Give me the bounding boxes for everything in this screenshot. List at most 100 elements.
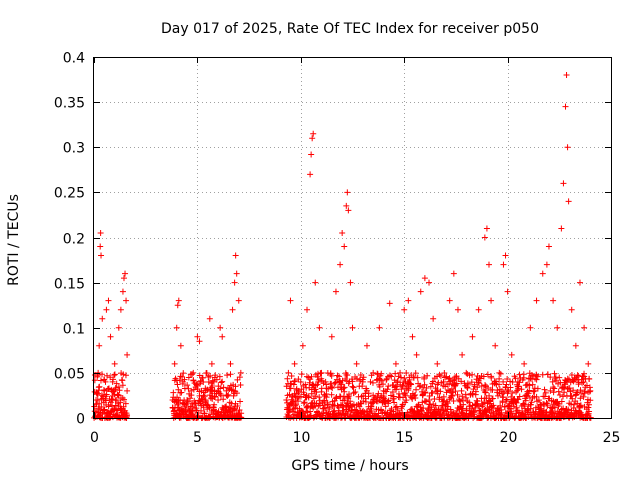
roti-background-point: [474, 384, 481, 391]
roti-background-point: [224, 393, 231, 400]
roti-background-point: [523, 393, 530, 400]
roti-background-point: [328, 384, 335, 391]
roti-background-point: [122, 400, 129, 407]
roti-background-point: [437, 388, 444, 395]
roti-background-point: [216, 373, 223, 380]
roti-data-point: [344, 189, 351, 196]
roti-data-point: [113, 396, 120, 403]
roti-background-point: [359, 383, 366, 390]
roti-background-point: [116, 387, 123, 394]
roti-data-point: [459, 351, 466, 358]
roti-background-point: [380, 381, 387, 388]
roti-background-point: [97, 377, 104, 384]
roti-background-point: [497, 402, 504, 409]
roti-background-point: [481, 388, 488, 395]
roti-background-point: [452, 388, 459, 395]
roti-background-point: [585, 401, 592, 408]
y-tick-label: 0.1: [63, 322, 85, 338]
roti-background-point: [539, 371, 546, 378]
roti-background-point: [581, 390, 588, 397]
roti-data-point: [380, 387, 387, 394]
roti-background-point: [547, 387, 554, 394]
roti-background-point: [112, 385, 119, 392]
roti-background-point: [344, 393, 351, 400]
roti-background-point: [217, 385, 224, 392]
roti-background-point: [479, 402, 486, 409]
roti-data-point: [543, 261, 550, 268]
roti-background-point: [362, 398, 369, 405]
roti-background-point: [458, 409, 465, 416]
roti-background-point: [193, 381, 200, 388]
roti-background-point: [553, 377, 560, 384]
roti-background-point: [211, 401, 218, 408]
roti-background-point: [287, 407, 294, 414]
roti-background-point: [338, 381, 345, 388]
y-tick-label: 0.15: [54, 277, 85, 293]
roti-background-point: [389, 389, 396, 396]
roti-background-point: [209, 383, 216, 390]
roti-data-point: [508, 351, 515, 358]
roti-background-point: [408, 381, 415, 388]
roti-data-point: [405, 297, 412, 304]
roti-data-point: [514, 378, 521, 385]
roti-background-point: [568, 393, 575, 400]
roti-background-point: [105, 385, 112, 392]
roti-background-point: [486, 392, 493, 399]
roti-data-point: [370, 369, 377, 376]
roti-data-point: [171, 360, 178, 367]
roti-background-point: [577, 395, 584, 402]
roti-background-point: [120, 371, 127, 378]
roti-background-point: [577, 402, 584, 409]
roti-background-point: [566, 385, 573, 392]
roti-data-point: [295, 387, 302, 394]
roti-background-point: [349, 383, 356, 390]
roti-background-point: [412, 370, 419, 377]
roti-background-point: [446, 375, 453, 382]
roti-data-point: [97, 243, 104, 250]
roti-data-point: [504, 288, 511, 295]
roti-background-point: [522, 397, 529, 404]
roti-background-point: [511, 414, 518, 421]
roti-background-point: [416, 383, 423, 390]
roti-background-point: [427, 383, 434, 390]
roti-data-point: [196, 338, 203, 345]
y-tick-label: 0.35: [54, 96, 85, 112]
roti-background-point: [421, 375, 428, 382]
roti-background-point: [174, 394, 181, 401]
roti-background-point: [104, 372, 111, 379]
roti-data-point: [337, 261, 344, 268]
roti-background-point: [421, 381, 428, 388]
roti-data-point: [124, 387, 131, 394]
roti-data-point: [223, 387, 230, 394]
roti-background-point: [506, 414, 513, 421]
y-tick-label: 0.25: [54, 186, 85, 202]
roti-background-point: [227, 371, 234, 378]
roti-data-point: [463, 369, 470, 376]
roti-background-point: [321, 404, 328, 411]
roti-background-point: [531, 387, 538, 394]
roti-background-point: [520, 374, 527, 381]
roti-background-point: [387, 392, 394, 399]
roti-background-point: [108, 395, 115, 402]
roti-background-point: [198, 407, 205, 414]
roti-background-point: [535, 397, 542, 404]
roti-background-point: [111, 371, 118, 378]
roti-background-point: [424, 406, 431, 413]
roti-background-point: [237, 381, 244, 388]
roti-background-point: [288, 380, 295, 387]
roti-background-point: [510, 403, 517, 410]
roti-data-point: [568, 306, 575, 313]
roti-background-point: [496, 375, 503, 382]
axis-ticks: 0 0.05 0.1 0.15 0.2 0.25 0.3 0.35 0.4 0 5 10 15 20 25: [54, 51, 621, 447]
roti-background-point: [204, 386, 211, 393]
roti-data-point: [401, 306, 408, 313]
roti-data-point: [554, 324, 561, 331]
roti-background-point: [108, 408, 115, 415]
roti-background-point: [393, 403, 400, 410]
roti-background-point: [114, 391, 121, 398]
roti-background-point: [452, 381, 459, 388]
roti-background-point: [349, 378, 356, 385]
roti-background-point: [378, 370, 385, 377]
roti-data-point: [558, 225, 565, 232]
roti-background-point: [102, 378, 109, 385]
